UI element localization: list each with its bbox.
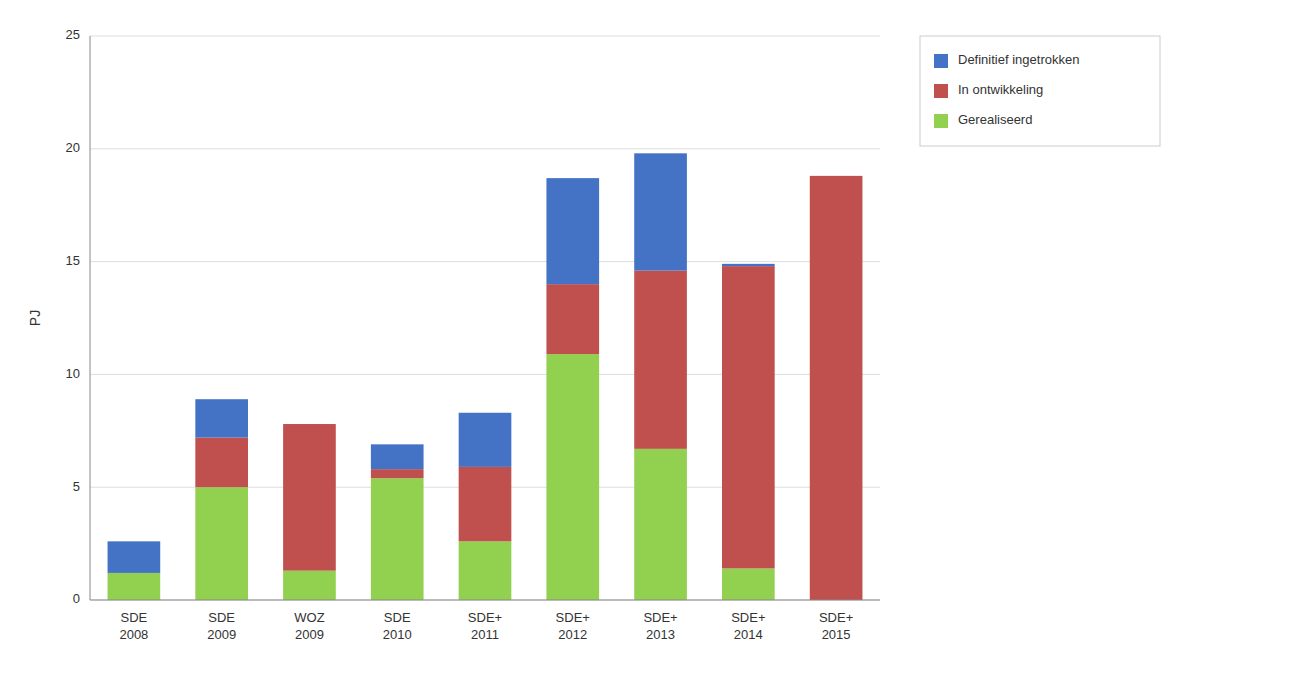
bar [634, 271, 687, 449]
bar [810, 175, 863, 176]
legend-swatch [934, 84, 948, 98]
x-tick-label: SDE 2009 [207, 610, 236, 642]
legend-label: In ontwikkeling [958, 82, 1043, 97]
x-tick-line: SDE+ [556, 610, 590, 625]
grid-line [90, 261, 880, 262]
y-tick-label: 20 [66, 140, 80, 155]
bar [722, 266, 775, 568]
x-tick-line: WOZ [294, 610, 324, 625]
x-tick-line: 2008 [119, 627, 148, 642]
x-tick-line: 2009 [295, 627, 324, 642]
x-tick-label: SDE+ 2014 [731, 610, 765, 642]
y-tick-label: 15 [66, 253, 80, 268]
grid-line [90, 36, 880, 37]
x-tick-line: SDE [384, 610, 411, 625]
legend-swatch [934, 54, 948, 68]
bar [371, 444, 424, 469]
grid-line [90, 148, 880, 149]
x-tick-line: SDE+ [643, 610, 677, 625]
bar [634, 153, 687, 270]
bar [283, 424, 336, 571]
bar [371, 478, 424, 600]
series [108, 153, 775, 573]
y-axis [90, 36, 91, 600]
bar [634, 449, 687, 600]
x-tick-line: 2011 [471, 627, 499, 642]
bar [546, 284, 599, 354]
y-tick-label: 10 [66, 366, 80, 381]
bar [459, 413, 512, 467]
bar [195, 487, 248, 600]
x-tick-line: 2013 [646, 627, 675, 642]
bar [722, 264, 775, 266]
bar [722, 568, 775, 600]
y-tick-label: 0 [73, 591, 80, 606]
bar [195, 399, 248, 437]
series [195, 176, 862, 600]
x-tick-label: SDE+ 2012 [556, 610, 590, 642]
x-tick-line: SDE [208, 610, 235, 625]
y-tick-label: 25 [66, 27, 80, 42]
legend-label: Gerealiseerd [958, 112, 1032, 127]
bar [108, 541, 161, 573]
bar [195, 438, 248, 488]
x-tick-label: SDE+ 2011 [468, 610, 502, 642]
x-tick-label: SDE+ 2015 [819, 610, 853, 642]
x-tick-line: 2015 [822, 627, 851, 642]
y-axis-label: PJ [27, 310, 43, 326]
x-tick-line: 2009 [207, 627, 236, 642]
x-ticks: SDE2008SDE2009WOZ2009SDE2010SDE+2011SDE+… [119, 610, 853, 642]
x-tick-line: SDE [121, 610, 148, 625]
bar [459, 541, 512, 600]
legend-swatch [934, 114, 948, 128]
bar [108, 573, 161, 600]
x-tick-line: SDE+ [468, 610, 502, 625]
grid-line [90, 600, 880, 601]
x-tick-line: 2010 [383, 627, 412, 642]
y-grid: 0 5 10 15 20 25 [66, 27, 880, 606]
x-tick-label: SDE 2008 [119, 610, 148, 642]
x-tick-label: SDE 2010 [383, 610, 412, 642]
bar [546, 178, 599, 284]
bar [283, 424, 336, 425]
x-tick-line: 2012 [558, 627, 587, 642]
legend-frame [920, 36, 1160, 146]
x-tick-line: SDE+ [731, 610, 765, 625]
x-tick-label: WOZ 2009 [294, 610, 324, 642]
bars [108, 153, 863, 600]
bar [371, 469, 424, 478]
bar [283, 571, 336, 600]
x-tick-line: 2014 [734, 627, 763, 642]
legend: Definitief ingetrokken In ontwikkeling Ger… [920, 36, 1160, 146]
x-axis [90, 600, 880, 601]
bar [459, 467, 512, 541]
bar [546, 354, 599, 600]
y-tick-label: 5 [73, 479, 80, 494]
chart: 0510152025SDE2008SDE2009WOZ2009SDE2010SD… [0, 0, 1299, 698]
x-tick-line: SDE+ [819, 610, 853, 625]
x-tick-label: SDE+ 2013 [643, 610, 677, 642]
bar [810, 176, 863, 600]
legend-label: Definitief ingetrokken [958, 52, 1079, 67]
